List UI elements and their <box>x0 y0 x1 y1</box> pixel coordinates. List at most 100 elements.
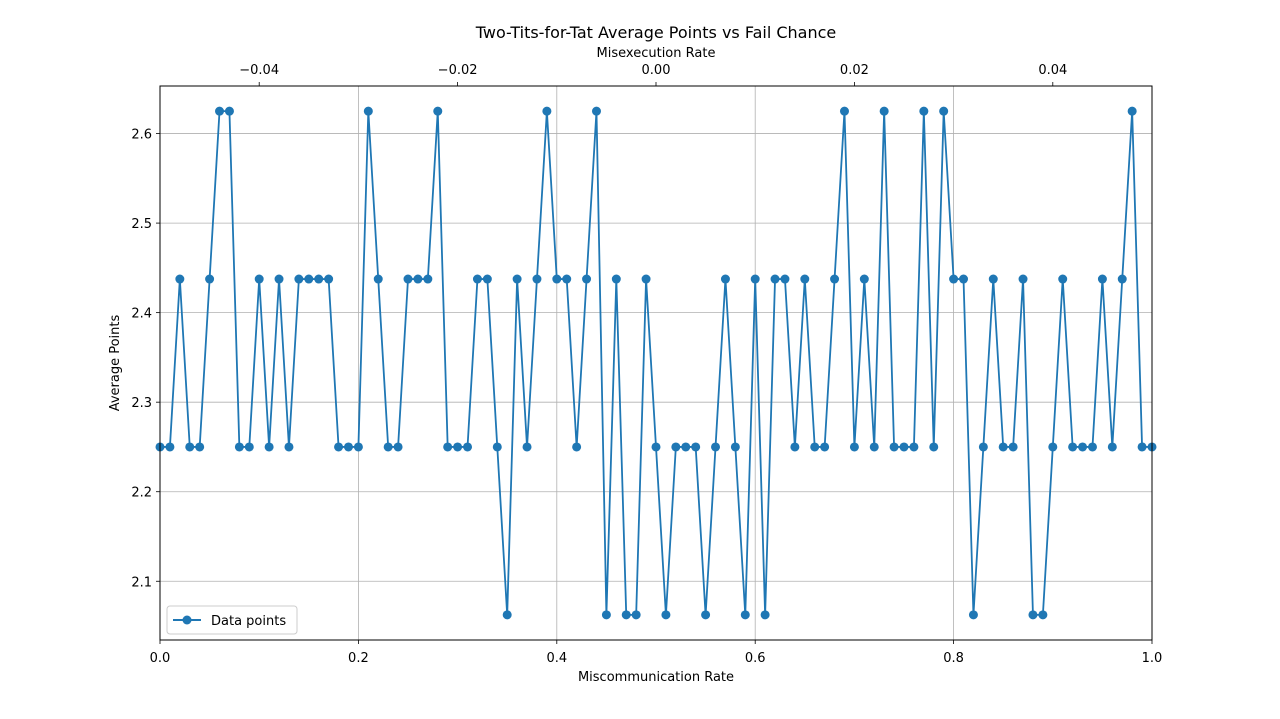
grid <box>159 86 1153 640</box>
data-point <box>591 106 601 116</box>
data-point <box>750 274 760 284</box>
data-point <box>949 274 959 284</box>
data-point <box>343 442 353 452</box>
data-point <box>641 274 651 284</box>
data-point <box>215 106 225 116</box>
data-point <box>998 442 1008 452</box>
data-point <box>800 274 810 284</box>
data-point <box>572 442 582 452</box>
data-point <box>959 274 969 284</box>
data-point <box>492 442 502 452</box>
data-point <box>472 274 482 284</box>
top-x-tick-label: −0.04 <box>239 63 279 78</box>
data-point <box>909 442 919 452</box>
data-point <box>363 106 373 116</box>
data-point <box>552 274 562 284</box>
data-point <box>869 442 879 452</box>
x-axis-title: Miscommunication Rate <box>578 670 734 685</box>
data-point <box>1008 442 1018 452</box>
data-point <box>859 274 869 284</box>
data-point <box>334 442 344 452</box>
x-tick-label: 0.2 <box>348 651 369 666</box>
data-point <box>701 610 711 620</box>
data-point <box>830 274 840 284</box>
data-point <box>1127 106 1137 116</box>
data-point <box>919 106 929 116</box>
data-point <box>929 442 939 452</box>
data-point <box>849 442 859 452</box>
data-point <box>383 442 393 452</box>
data-point <box>631 610 641 620</box>
data-point <box>1107 442 1117 452</box>
data-point <box>820 442 830 452</box>
data-point <box>433 106 443 116</box>
data-point <box>532 274 542 284</box>
top-x-axis-title: Misexecution Rate <box>597 46 716 61</box>
data-point <box>601 610 611 620</box>
data-point <box>611 274 621 284</box>
x-tick-label: 0.8 <box>943 651 964 666</box>
legend: Data points <box>166 605 298 635</box>
legend-label: Data points <box>211 614 286 629</box>
top-x-tick-label: 0.00 <box>642 63 671 78</box>
data-point <box>294 274 304 284</box>
data-point <box>443 442 453 452</box>
y-axis: 2.1 2.2 2.3 2.4 2.5 2.6 <box>131 128 160 590</box>
data-point <box>304 274 314 284</box>
data-point <box>740 610 750 620</box>
data-point <box>542 106 552 116</box>
data-point <box>988 274 998 284</box>
data-point <box>185 442 195 452</box>
x-tick-label: 0.4 <box>546 651 567 666</box>
data-point <box>1078 442 1088 452</box>
data-point <box>234 442 244 452</box>
top-x-tick-label: 0.02 <box>840 63 869 78</box>
y-tick-label: 2.6 <box>131 128 152 143</box>
data-point <box>711 442 721 452</box>
data-point <box>512 274 522 284</box>
data-point <box>1097 274 1107 284</box>
data-point <box>403 274 413 284</box>
data-point <box>681 442 691 452</box>
top-x-tick-label: −0.02 <box>438 63 478 78</box>
series-layer <box>155 106 1157 620</box>
data-point <box>284 442 294 452</box>
data-point <box>175 274 185 284</box>
legend-marker-swatch <box>182 615 192 625</box>
x-tick-label: 0.6 <box>745 651 766 666</box>
data-point <box>968 610 978 620</box>
top-x-tick-label: 0.04 <box>1038 63 1067 78</box>
data-point <box>195 442 205 452</box>
data-point <box>1038 610 1048 620</box>
data-point <box>1018 274 1028 284</box>
data-point <box>760 610 770 620</box>
y-tick-label: 2.2 <box>131 486 152 501</box>
data-point <box>582 274 592 284</box>
data-point <box>324 274 334 284</box>
data-point <box>889 442 899 452</box>
chart-title: Two-Tits-for-Tat Average Points vs Fail … <box>475 23 837 42</box>
data-point <box>839 106 849 116</box>
data-point <box>165 442 175 452</box>
data-point <box>661 610 671 620</box>
data-point <box>879 106 889 116</box>
data-point <box>621 610 631 620</box>
data-point <box>671 442 681 452</box>
data-point <box>264 442 274 452</box>
y-tick-label: 2.3 <box>131 396 152 411</box>
data-point <box>939 106 949 116</box>
data-point <box>482 274 492 284</box>
data-point <box>254 274 264 284</box>
data-point <box>1028 610 1038 620</box>
data-point <box>562 274 572 284</box>
data-point <box>502 610 512 620</box>
data-point <box>1058 274 1068 284</box>
data-point <box>770 274 780 284</box>
data-point <box>453 442 463 452</box>
data-point <box>1117 274 1127 284</box>
data-point <box>1137 442 1147 452</box>
data-point <box>353 442 363 452</box>
data-point <box>413 274 423 284</box>
data-point <box>730 442 740 452</box>
